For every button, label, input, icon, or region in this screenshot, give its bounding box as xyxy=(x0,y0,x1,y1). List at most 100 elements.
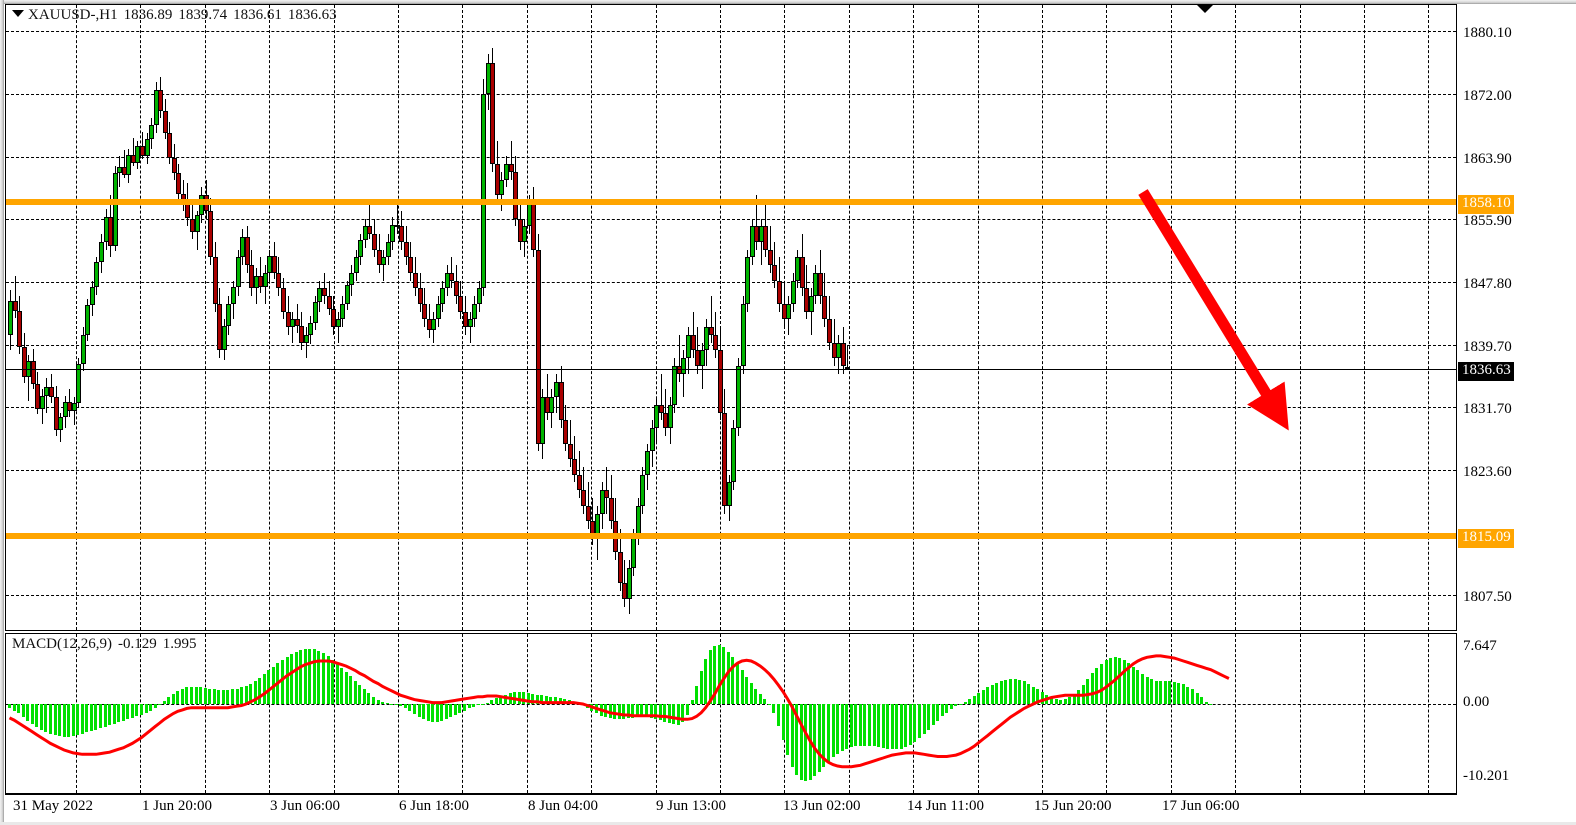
macd-histogram-bar xyxy=(963,701,967,705)
candle-body-bearish xyxy=(190,218,195,233)
chart-position-marker-icon[interactable] xyxy=(1196,4,1214,13)
candle-body-bearish xyxy=(171,157,177,174)
macd-histogram-bar xyxy=(968,698,972,704)
macd-histogram-bar xyxy=(71,704,75,737)
macd-axis-tick: 7.647 xyxy=(1463,638,1497,655)
candle-body-bullish xyxy=(290,319,296,328)
macd-histogram-bar xyxy=(904,704,908,748)
macd-histogram-bar xyxy=(503,694,507,704)
candle-body-bearish xyxy=(572,459,578,475)
candle-body-bearish xyxy=(130,154,136,163)
macd-histogram-bar xyxy=(308,648,312,704)
candle-body-bearish xyxy=(767,249,773,266)
macd-histogram-bar xyxy=(758,693,762,704)
price-plot-area[interactable] xyxy=(6,5,1456,630)
candle-body-bullish xyxy=(549,397,555,413)
price-level-line-resistance[interactable] xyxy=(6,199,1456,206)
macd-plot-area[interactable] xyxy=(6,634,1456,793)
price-chart-pane[interactable]: XAUUSD-,H1 1836.89 1839.74 1836.61 1836.63 xyxy=(5,4,1457,631)
macd-histogram-bar xyxy=(44,704,48,733)
macd-histogram-bar xyxy=(303,648,307,704)
macd-histogram-bar xyxy=(1136,670,1140,704)
macd-histogram-bar xyxy=(927,704,931,730)
candle-body-bullish xyxy=(89,286,95,306)
candle-body-bearish xyxy=(831,342,837,359)
macd-histogram-bar xyxy=(1072,694,1076,704)
macd-histogram-bar xyxy=(1204,701,1208,705)
candle-body-bullish xyxy=(467,319,473,328)
candle-body-bullish xyxy=(795,257,801,281)
time-axis[interactable]: 31 May 2022 1 Jun 20:00 3 Jun 06:00 6 Jun 1… xyxy=(5,795,1576,822)
macd-histogram-bar xyxy=(26,704,30,721)
macd-histogram-bar xyxy=(499,695,503,704)
macd-histogram-bar xyxy=(940,704,944,717)
macd-histogram-bar xyxy=(804,704,808,782)
candle-body-bullish xyxy=(117,167,123,174)
price-gridline xyxy=(6,282,1456,284)
macd-histogram-bar xyxy=(608,704,612,718)
macd-histogram-bar xyxy=(549,696,553,704)
candle-wick xyxy=(337,311,339,343)
candle-body-bearish xyxy=(372,234,377,250)
candle-body-bearish xyxy=(294,319,300,326)
macd-histogram-bar xyxy=(1013,679,1017,705)
macd-histogram-bar xyxy=(645,704,648,718)
macd-axis[interactable]: 7.647 0.00 -10.201 xyxy=(1458,633,1576,794)
macd-histogram-bar xyxy=(1181,684,1185,704)
candle-body-bullish xyxy=(85,305,91,335)
macd-histogram-bar xyxy=(285,656,289,705)
macd-histogram-bar xyxy=(458,704,462,713)
candle-body-bullish xyxy=(704,327,710,351)
candle-body-bearish xyxy=(285,311,291,328)
macd-histogram-bar xyxy=(922,704,926,734)
candle-body-bearish xyxy=(35,383,41,410)
macd-histogram-bar xyxy=(171,693,175,704)
candle-body-bullish xyxy=(681,358,687,374)
candle-body-bullish xyxy=(640,474,646,506)
candle-wick xyxy=(305,327,307,359)
candle-body-bullish xyxy=(103,216,109,242)
macd-histogram-bar xyxy=(435,704,439,722)
price-level-tag-support[interactable]: 1815.09 xyxy=(1458,529,1514,548)
candle-body-bearish xyxy=(176,173,182,194)
candle-body-bearish xyxy=(827,319,832,343)
candle-wick xyxy=(46,378,48,413)
candle-wick xyxy=(574,435,576,483)
macd-histogram-bar xyxy=(763,698,767,704)
macd-histogram-bar xyxy=(722,647,726,704)
macd-histogram-bar xyxy=(745,677,749,705)
candle-body-bearish xyxy=(708,327,714,335)
macd-histogram-bar xyxy=(1063,698,1067,704)
macd-histogram-bar xyxy=(654,704,658,719)
price-level-tag-resistance[interactable]: 1858.10 xyxy=(1458,195,1514,214)
candle-body-bullish xyxy=(194,215,200,233)
price-axis[interactable]: 1880.10 1872.00 1863.90 1855.90 1847.80 1839.… xyxy=(1458,4,1576,631)
macd-histogram-bar xyxy=(212,689,216,704)
candle-body-bearish xyxy=(658,404,664,413)
candle-body-bullish xyxy=(349,272,355,286)
price-axis-tick: 1831.70 xyxy=(1463,401,1512,418)
macd-histogram-bar xyxy=(367,693,371,704)
macd-histogram-bar xyxy=(1059,699,1063,705)
macd-histogram-bar xyxy=(990,685,994,704)
macd-histogram-bar xyxy=(1068,697,1072,705)
price-axis-tick: 1863.90 xyxy=(1463,151,1512,168)
macd-histogram-bar xyxy=(872,704,876,747)
candle-body-bullish xyxy=(736,366,741,429)
candle-body-bearish xyxy=(776,280,782,304)
price-level-line-support[interactable] xyxy=(6,533,1456,540)
macd-indicator-pane[interactable]: MACD(12,26,9) -0.129 1.995 xyxy=(5,633,1457,794)
candle-body-bullish xyxy=(503,164,509,180)
macd-histogram-bar xyxy=(622,704,626,719)
macd-histogram-bar xyxy=(704,658,708,705)
candle-body-bullish xyxy=(76,364,82,404)
macd-histogram-bar xyxy=(290,653,294,704)
macd-histogram-bar xyxy=(167,697,171,705)
candle-body-bearish xyxy=(690,334,696,351)
candle-body-bullish xyxy=(540,397,546,444)
macd-histogram-bar xyxy=(176,690,180,704)
candle-body-bearish xyxy=(581,490,587,506)
macd-histogram-bar xyxy=(858,704,862,746)
macd-histogram-bar xyxy=(240,687,244,704)
macd-histogram-bar xyxy=(221,690,225,704)
